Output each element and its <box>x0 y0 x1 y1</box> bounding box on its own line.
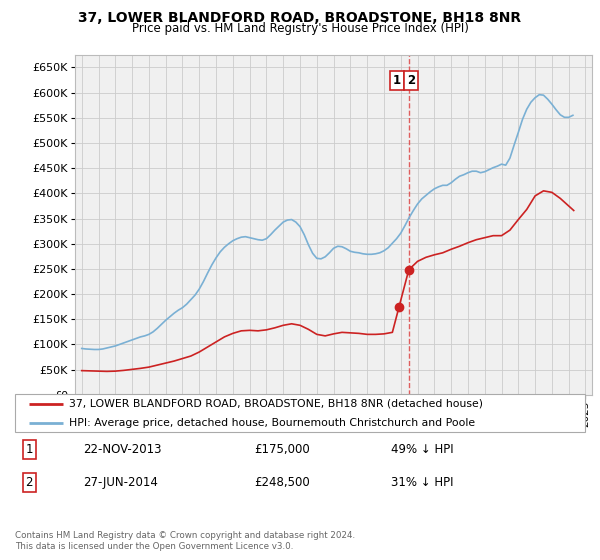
Text: 1: 1 <box>25 443 33 456</box>
Text: Contains HM Land Registry data © Crown copyright and database right 2024.: Contains HM Land Registry data © Crown c… <box>15 531 355 540</box>
Text: £248,500: £248,500 <box>254 476 310 489</box>
Text: 22-NOV-2013: 22-NOV-2013 <box>83 443 162 456</box>
Text: £175,000: £175,000 <box>254 443 310 456</box>
Text: 2: 2 <box>407 73 415 87</box>
Text: 37, LOWER BLANDFORD ROAD, BROADSTONE, BH18 8NR: 37, LOWER BLANDFORD ROAD, BROADSTONE, BH… <box>79 11 521 25</box>
Text: 2: 2 <box>25 476 33 489</box>
Text: This data is licensed under the Open Government Licence v3.0.: This data is licensed under the Open Gov… <box>15 542 293 551</box>
Text: 37, LOWER BLANDFORD ROAD, BROADSTONE, BH18 8NR (detached house): 37, LOWER BLANDFORD ROAD, BROADSTONE, BH… <box>69 399 483 409</box>
Text: HPI: Average price, detached house, Bournemouth Christchurch and Poole: HPI: Average price, detached house, Bour… <box>69 418 475 428</box>
Text: 31% ↓ HPI: 31% ↓ HPI <box>391 476 454 489</box>
Text: 27-JUN-2014: 27-JUN-2014 <box>83 476 158 489</box>
Text: 1: 1 <box>392 73 401 87</box>
Text: 49% ↓ HPI: 49% ↓ HPI <box>391 443 454 456</box>
FancyBboxPatch shape <box>15 394 585 432</box>
Text: Price paid vs. HM Land Registry's House Price Index (HPI): Price paid vs. HM Land Registry's House … <box>131 22 469 35</box>
